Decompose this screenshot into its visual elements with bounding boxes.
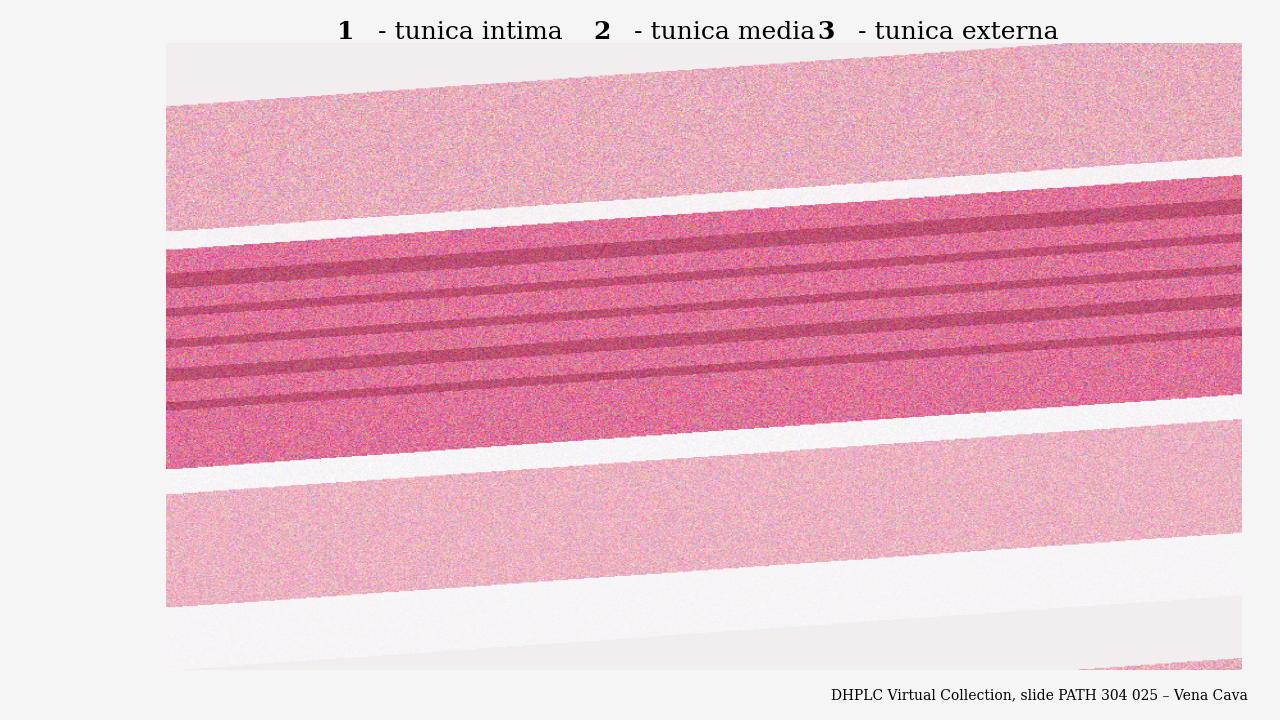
Text: 2: 2 (361, 224, 371, 238)
Text: - tunica media: - tunica media (634, 21, 815, 44)
Text: 3: 3 (817, 20, 835, 45)
Text: 3: 3 (361, 474, 371, 489)
Text: - tunica externa: - tunica externa (858, 21, 1059, 44)
Text: 1: 1 (361, 174, 371, 188)
Text: - tunica intima: - tunica intima (378, 21, 562, 44)
Text: 2: 2 (593, 20, 611, 45)
Text: 1: 1 (337, 20, 355, 45)
Text: DHPLC Virtual Collection, slide PATH 304 025 – Vena Cava: DHPLC Virtual Collection, slide PATH 304… (831, 688, 1248, 702)
